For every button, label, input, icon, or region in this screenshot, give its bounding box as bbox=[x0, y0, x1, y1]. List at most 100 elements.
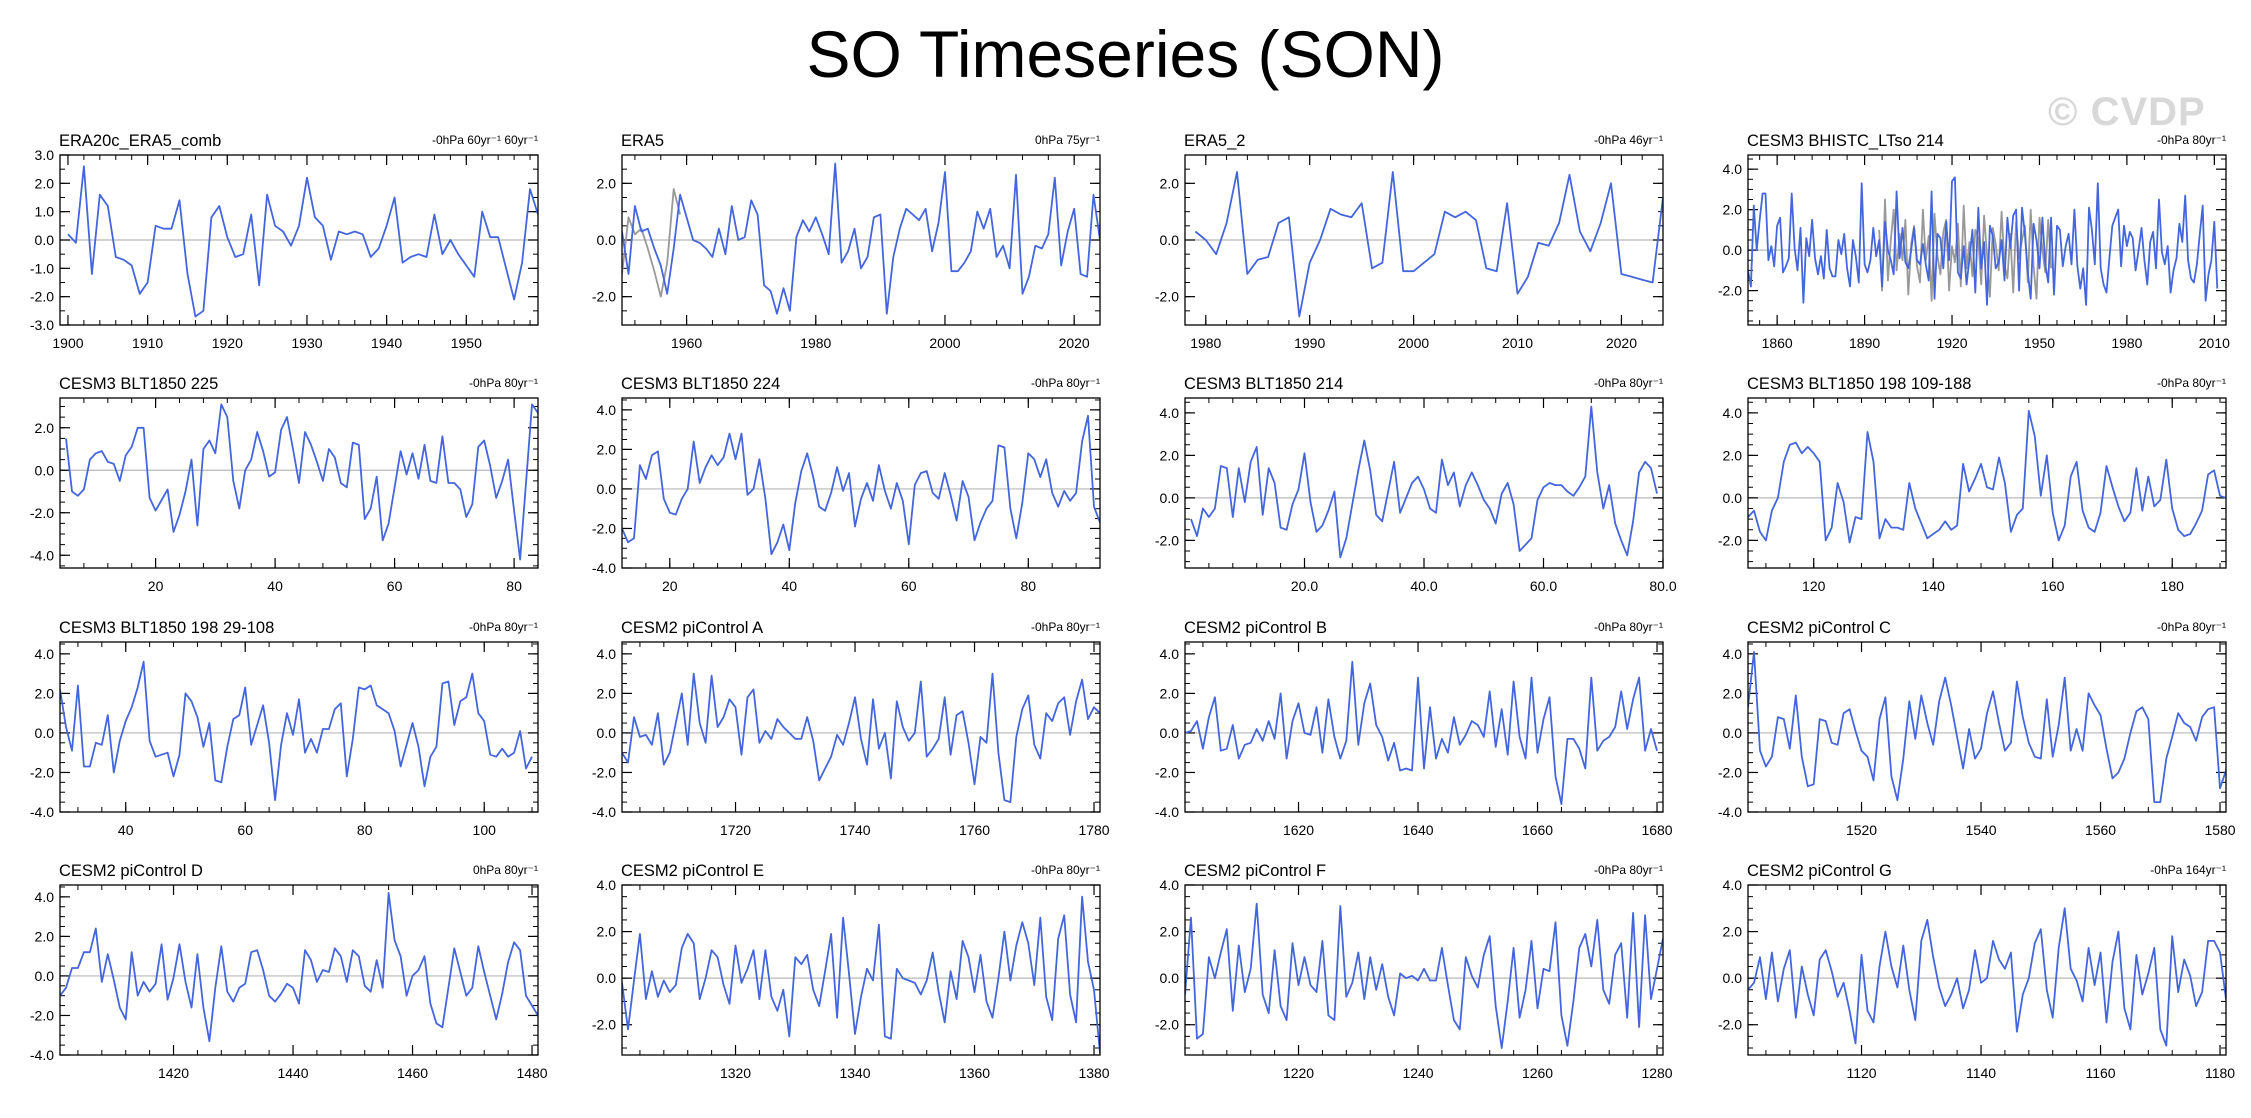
page-title: SO Timeseries (SON) bbox=[806, 17, 1445, 91]
overlay-series-line bbox=[622, 188, 681, 298]
y-tick-label: 0.0 bbox=[597, 725, 617, 741]
x-tick-label: 1920 bbox=[212, 335, 243, 351]
panel-9: CESM3 BLT1850 198 29-108 -0hPa 80yr⁻¹ -4.0… bbox=[30, 619, 539, 838]
panel-note: -0hPa 60yr⁻¹ 60yr⁻¹ bbox=[432, 133, 538, 147]
panel-note: -0hPa 80yr⁻¹ bbox=[2157, 376, 2226, 390]
plot-frame bbox=[59, 397, 539, 569]
x-tick-label: 1740 bbox=[839, 822, 870, 838]
y-tick-label: 3.0 bbox=[35, 147, 55, 163]
y-tick-label: 0.0 bbox=[1723, 242, 1743, 258]
x-tick-label: 2010 bbox=[2199, 335, 2230, 351]
panel-note: -0hPa 164yr⁻¹ bbox=[2150, 863, 2226, 877]
x-tick-label: 40.0 bbox=[1410, 578, 1437, 594]
x-tick-label: 60.0 bbox=[1530, 578, 1557, 594]
x-tick-label: 80 bbox=[357, 822, 373, 838]
x-tick-label: 1620 bbox=[1283, 822, 1314, 838]
y-tick-label: -2.0 bbox=[592, 764, 616, 780]
plot-frame bbox=[621, 884, 1101, 1056]
panel-15: CESM2 piControl F -0hPa 80yr⁻¹ -2.0 0.0 2.0 4… bbox=[1155, 862, 1673, 1081]
y-tick-label: 2.0 bbox=[1723, 202, 1743, 218]
x-tick-label: 40 bbox=[782, 578, 798, 594]
x-tick-label: 60 bbox=[901, 578, 917, 594]
x-tick-label: 1930 bbox=[291, 335, 322, 351]
y-tick-label: 2.0 bbox=[1723, 447, 1743, 463]
y-tick-label: 4.0 bbox=[597, 646, 617, 662]
y-tick-label: 2.0 bbox=[1723, 685, 1743, 701]
panel-note: -0hPa 80yr⁻¹ bbox=[1031, 620, 1100, 634]
x-tick-label: 1900 bbox=[52, 335, 83, 351]
y-tick-label: 4.0 bbox=[35, 646, 55, 662]
y-tick-label: 2.0 bbox=[1160, 447, 1180, 463]
panel-note: -0hPa 80yr⁻¹ bbox=[1031, 376, 1100, 390]
panel-16: CESM2 piControl G -0hPa 164yr⁻¹ -2.0 0.0 2.0… bbox=[1718, 862, 2235, 1081]
y-tick-label: 0.0 bbox=[35, 968, 55, 984]
y-tick-label: 2.0 bbox=[1160, 924, 1180, 940]
y-tick-label: 0.0 bbox=[35, 462, 55, 478]
panel-title: CESM3 BLT1850 214 bbox=[1184, 375, 1343, 393]
x-tick-label: 1760 bbox=[959, 822, 990, 838]
y-tick-label: 2.0 bbox=[597, 175, 617, 191]
x-tick-label: 2020 bbox=[1606, 335, 1637, 351]
y-tick-label: -4.0 bbox=[30, 1047, 54, 1063]
x-tick-label: 140 bbox=[1922, 578, 1946, 594]
panel-note: -0hPa 80yr⁻¹ bbox=[469, 620, 538, 634]
x-tick-label: 20 bbox=[662, 578, 678, 594]
y-tick-label: 4.0 bbox=[1723, 405, 1743, 421]
x-tick-label: 1980 bbox=[1190, 335, 1221, 351]
plot-frame bbox=[621, 154, 1101, 326]
panel-title: CESM2 piControl E bbox=[621, 862, 764, 880]
panel-14: CESM2 piControl E -0hPa 80yr⁻¹ -2.0 0.0 2.0 4… bbox=[592, 862, 1110, 1081]
x-tick-label: 1260 bbox=[1522, 1065, 1553, 1081]
series-line bbox=[60, 660, 533, 801]
y-tick-label: 2.0 bbox=[597, 924, 617, 940]
x-tick-label: 1560 bbox=[2085, 822, 2116, 838]
y-tick-label: -4.0 bbox=[592, 804, 616, 820]
y-tick-label: 0.0 bbox=[597, 232, 617, 248]
panel-5: CESM3 BLT1850 225 -0hPa 80yr⁻¹ -4.0 -2.0 0.0… bbox=[30, 375, 539, 594]
y-tick-label: -2.0 bbox=[592, 289, 616, 305]
x-tick-label: 1980 bbox=[2111, 335, 2142, 351]
x-tick-label: 1540 bbox=[1965, 822, 1996, 838]
y-tick-label: 0.0 bbox=[597, 481, 617, 497]
y-tick-label: 4.0 bbox=[1160, 646, 1180, 662]
plot-frame bbox=[621, 641, 1101, 813]
y-tick-label: 2.0 bbox=[1160, 685, 1180, 701]
x-tick-label: 1160 bbox=[2085, 1065, 2115, 1081]
x-tick-label: 60 bbox=[237, 822, 253, 838]
x-tick-label: 180 bbox=[2161, 578, 2185, 594]
plot-frame bbox=[621, 397, 1101, 569]
panel-title: ERA20c_ERA5_comb bbox=[59, 132, 221, 150]
y-tick-label: -2.0 bbox=[1718, 283, 1742, 299]
x-tick-label: 40 bbox=[118, 822, 134, 838]
y-tick-label: -2.0 bbox=[1718, 764, 1742, 780]
series-line bbox=[1194, 171, 1663, 318]
plot-frame bbox=[1184, 884, 1664, 1056]
panel-title: ERA5_2 bbox=[1184, 132, 1245, 150]
y-tick-label: 2.0 bbox=[1723, 924, 1743, 940]
series-line bbox=[60, 892, 538, 1043]
y-tick-label: -4.0 bbox=[30, 804, 54, 820]
y-tick-label: 0.0 bbox=[1723, 490, 1743, 506]
x-tick-label: 1460 bbox=[397, 1065, 428, 1081]
y-tick-label: -2.0 bbox=[1155, 289, 1179, 305]
x-tick-label: 1320 bbox=[720, 1065, 751, 1081]
panel-note: 0hPa 80yr⁻¹ bbox=[473, 863, 538, 877]
panel-title: CESM3 BHISTC_LTso 214 bbox=[1747, 132, 1944, 150]
panel-note: -0hPa 80yr⁻¹ bbox=[469, 376, 538, 390]
y-tick-label: 0.0 bbox=[35, 232, 55, 248]
series-line bbox=[1190, 405, 1658, 559]
x-tick-label: 1720 bbox=[720, 822, 751, 838]
y-tick-label: -2.0 bbox=[1155, 764, 1179, 780]
y-tick-label: 4.0 bbox=[1723, 161, 1743, 177]
x-tick-label: 80.0 bbox=[1649, 578, 1676, 594]
y-tick-label: 4.0 bbox=[1723, 877, 1743, 893]
y-tick-label: -2.0 bbox=[1718, 532, 1742, 548]
y-tick-label: 2.0 bbox=[597, 685, 617, 701]
plot-frame bbox=[1184, 641, 1664, 813]
y-tick-label: -2.0 bbox=[592, 1017, 616, 1033]
y-tick-label: 2.0 bbox=[1160, 175, 1180, 191]
y-tick-label: -2.0 bbox=[30, 505, 54, 521]
panel-title: CESM3 BLT1850 198 109-188 bbox=[1747, 375, 1971, 393]
series-line bbox=[622, 672, 1100, 803]
x-tick-label: 1990 bbox=[1294, 335, 1325, 351]
